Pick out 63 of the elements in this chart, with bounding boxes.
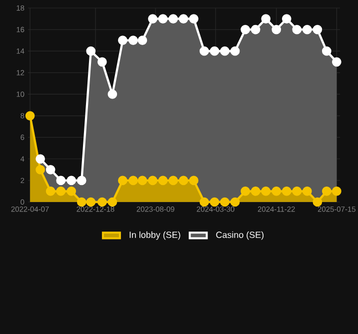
point [250, 186, 260, 196]
point [97, 197, 107, 207]
legend-label: In lobby (SE) [130, 231, 180, 240]
point [158, 176, 168, 186]
point [210, 197, 220, 207]
point [46, 164, 56, 174]
point [250, 24, 260, 34]
point [138, 36, 148, 46]
point [46, 186, 56, 196]
point [178, 14, 188, 24]
point [200, 197, 209, 207]
point [272, 24, 282, 34]
point [158, 14, 168, 24]
point [128, 176, 138, 186]
point [189, 176, 198, 186]
point [220, 46, 230, 56]
point [128, 36, 138, 46]
point [76, 197, 86, 207]
point [302, 186, 312, 196]
point [168, 14, 178, 24]
point [282, 186, 292, 196]
point [292, 186, 302, 196]
point [230, 46, 240, 56]
point [240, 24, 250, 34]
point [220, 197, 230, 207]
point [272, 186, 282, 196]
point [189, 14, 198, 24]
point [36, 154, 45, 164]
point [322, 46, 332, 56]
point [108, 90, 118, 99]
point [25, 111, 35, 120]
point [66, 176, 76, 186]
point [261, 14, 271, 24]
point [261, 186, 271, 196]
point [312, 24, 322, 34]
point [282, 14, 292, 24]
point [97, 57, 107, 67]
point [240, 186, 250, 196]
point [230, 197, 240, 207]
point [36, 164, 45, 174]
point [148, 14, 158, 24]
point [86, 197, 96, 207]
legend-label: Casino (SE) [216, 231, 264, 240]
point [292, 24, 302, 34]
point [200, 46, 209, 56]
point [118, 36, 128, 46]
point [66, 186, 76, 196]
point [86, 46, 96, 56]
point [76, 176, 86, 186]
point [56, 186, 66, 196]
point [148, 176, 158, 186]
point [332, 57, 342, 67]
point [178, 176, 188, 186]
point [322, 186, 332, 196]
point [56, 176, 66, 186]
point [302, 24, 312, 34]
point [168, 176, 178, 186]
point [210, 46, 220, 56]
point [108, 197, 118, 207]
point [138, 176, 148, 186]
point [118, 176, 128, 186]
point [312, 197, 322, 207]
point [332, 186, 342, 196]
